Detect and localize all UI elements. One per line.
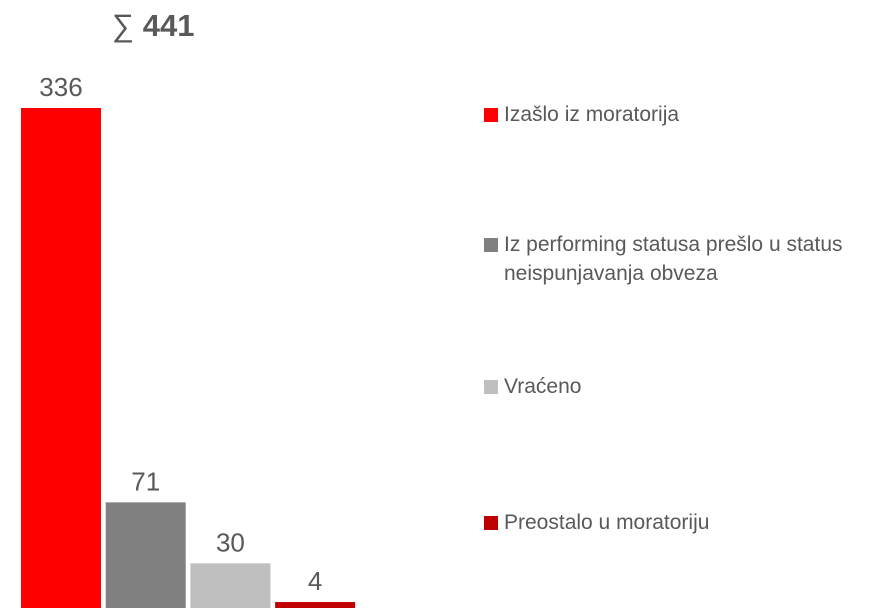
data-label: 71 [131, 466, 160, 496]
data-label: 336 [39, 72, 82, 102]
total-symbol: ∑ [112, 8, 134, 43]
legend-item: Preostalo u moratoriju [484, 508, 859, 537]
legend-label: Izašlo iz moratorija [504, 103, 680, 126]
data-label: 30 [216, 527, 245, 557]
data-label: 4 [308, 566, 322, 596]
bar [275, 602, 356, 608]
legend-swatch [484, 516, 498, 530]
legend-label: Iz performing statusa prešlo u status ne… [504, 233, 843, 285]
legend-label: Vraćeno [504, 375, 582, 398]
legend-item: Izašlo iz moratorija [484, 100, 859, 129]
bar [21, 108, 101, 608]
bar [190, 563, 271, 608]
legend-label: Preostalo u moratoriju [504, 511, 710, 534]
total: ∑ 441 [112, 8, 194, 43]
total-value: 441 [143, 8, 195, 43]
legend-swatch [484, 108, 498, 122]
bar [105, 502, 186, 608]
legend-item: Iz performing statusa prešlo u status ne… [484, 230, 859, 288]
legend-swatch [484, 380, 498, 394]
legend-item: Vraćeno [484, 372, 859, 401]
legend-swatch [484, 238, 498, 252]
